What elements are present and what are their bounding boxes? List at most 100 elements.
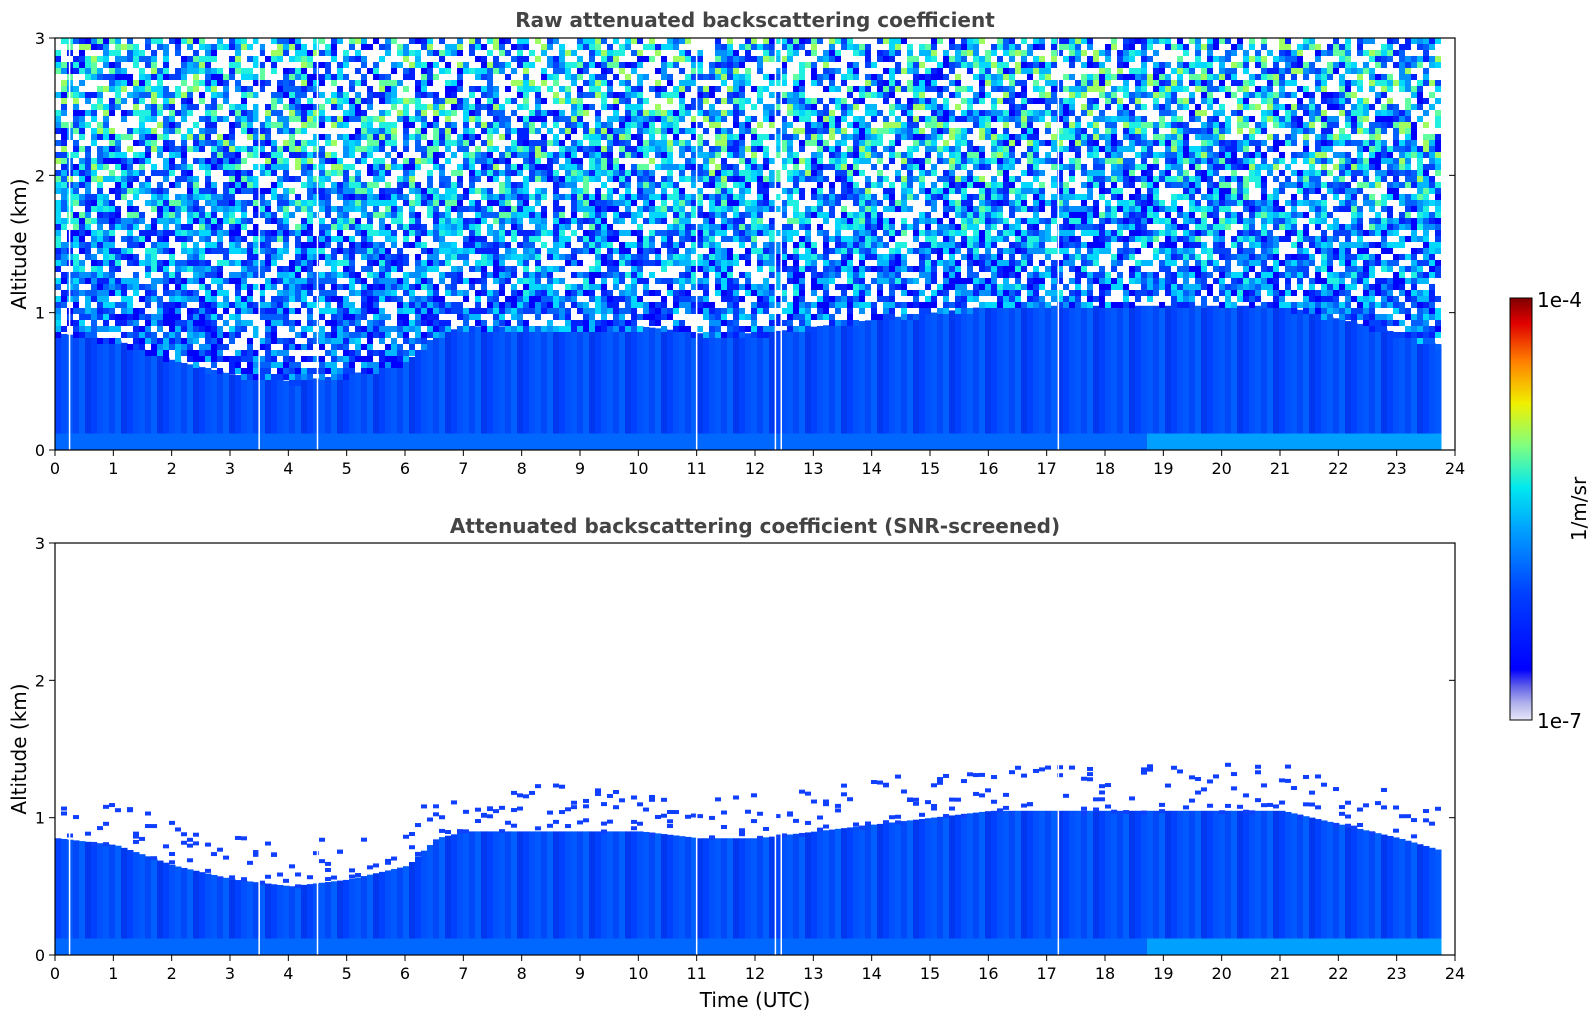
noise-cell [445, 122, 451, 128]
noise-cell [451, 248, 457, 254]
noise-cell [103, 62, 109, 68]
noise-cell [151, 128, 157, 134]
noise-cell [187, 314, 193, 320]
noise-cell [259, 146, 265, 152]
noise-cell [691, 230, 697, 236]
backscatter-column [205, 368, 212, 450]
noise-cell [55, 302, 61, 308]
noise-cell [745, 182, 751, 188]
noise-cell [661, 278, 667, 284]
noise-cell [151, 92, 157, 98]
noise-cell [409, 200, 415, 206]
noise-cell [409, 224, 415, 230]
noise-cell [145, 290, 151, 296]
noise-cell [397, 188, 403, 194]
noise-cell [637, 206, 643, 212]
noise-cell [523, 140, 529, 146]
noise-cell [535, 230, 541, 236]
noise-cell [385, 128, 391, 134]
noise-cell [667, 248, 673, 254]
noise-cell [397, 62, 403, 68]
noise-cell [631, 302, 637, 308]
noise-cell [661, 128, 667, 134]
backscatter-surface-band [259, 433, 266, 450]
noise-cell [265, 158, 271, 164]
noise-cell [775, 98, 781, 104]
noise-cell [157, 206, 163, 212]
noise-cell [295, 80, 301, 86]
noise-cell [709, 254, 715, 260]
noise-cell [415, 146, 421, 152]
noise-cell [229, 218, 235, 224]
noise-cell [181, 68, 187, 74]
noise-cell [73, 152, 79, 158]
noise-cell [541, 140, 547, 146]
noise-cell [739, 56, 745, 62]
noise-cell [373, 368, 379, 374]
noise-cell [85, 248, 91, 254]
noise-cell [589, 194, 595, 200]
backscatter-surface-band [703, 433, 710, 450]
noise-cell [421, 92, 427, 98]
noise-cell [733, 284, 739, 290]
noise-cell [661, 74, 667, 80]
noise-cell [475, 98, 481, 104]
noise-cell [307, 290, 313, 296]
noise-cell [79, 110, 85, 116]
noise-cell [499, 212, 505, 218]
noise-cell [589, 50, 595, 56]
noise-cell [91, 98, 97, 104]
noise-cell [55, 176, 61, 182]
noise-cell [211, 152, 217, 158]
noise-cell [385, 74, 391, 80]
noise-cell [331, 374, 337, 380]
noise-cell [307, 254, 313, 260]
noise-cell [163, 302, 169, 308]
noise-cell [175, 182, 181, 188]
noise-cell [355, 230, 361, 236]
noise-cell [763, 146, 769, 152]
noise-cell [91, 332, 97, 338]
noise-cell [97, 242, 103, 248]
noise-cell [295, 224, 301, 230]
noise-cell [121, 224, 127, 230]
noise-cell [331, 86, 337, 92]
noise-cell [733, 74, 739, 80]
noise-cell [229, 332, 235, 338]
noise-cell [403, 158, 409, 164]
noise-cell [79, 122, 85, 128]
noise-cell [679, 176, 685, 182]
noise-cell [421, 242, 427, 248]
noise-cell [217, 284, 223, 290]
noise-cell [625, 326, 631, 332]
noise-cell [775, 80, 781, 86]
noise-cell [763, 302, 769, 308]
noise-cell [637, 38, 643, 44]
noise-cell [769, 176, 775, 182]
noise-cell [127, 146, 133, 152]
noise-cell [697, 224, 703, 230]
noise-cell [433, 194, 439, 200]
noise-cell [703, 236, 709, 242]
noise-cell [115, 266, 121, 272]
noise-cell [565, 176, 571, 182]
noise-cell [703, 92, 709, 98]
noise-cell [541, 212, 547, 218]
noise-cell [523, 116, 529, 122]
noise-cell [253, 38, 259, 44]
noise-cell [55, 320, 61, 326]
noise-cell [577, 290, 583, 296]
backscatter-column [547, 326, 554, 450]
noise-cell [529, 194, 535, 200]
noise-cell [427, 332, 433, 338]
noise-cell [109, 248, 115, 254]
noise-cell [781, 290, 787, 296]
noise-cell [259, 50, 265, 56]
noise-cell [115, 50, 121, 56]
noise-cell [445, 176, 451, 182]
noise-cell [769, 134, 775, 140]
noise-cell [157, 236, 163, 242]
noise-cell [217, 242, 223, 248]
noise-cell [199, 314, 205, 320]
noise-cell [211, 140, 217, 146]
